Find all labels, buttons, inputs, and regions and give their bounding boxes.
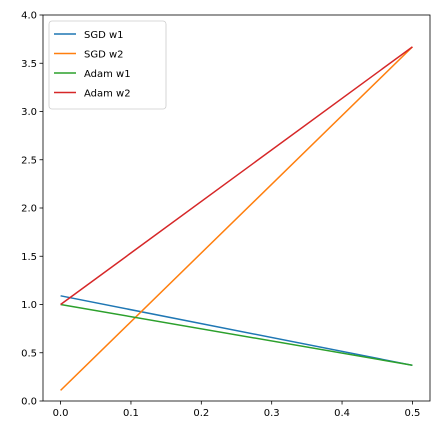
y-tick-label: 3.0 <box>21 107 37 118</box>
series-line-adam-w1 <box>60 303 413 367</box>
y-tick-label: 3.5 <box>21 59 37 70</box>
legend-box <box>48 20 167 110</box>
legend-label: Adam w2 <box>84 89 131 100</box>
series-lines <box>60 46 413 391</box>
series-line-sgd-w2 <box>60 46 413 391</box>
y-tick-label: 4.0 <box>21 11 37 22</box>
x-tick-label: 0.5 <box>404 408 420 419</box>
y-tick-label: 0.0 <box>21 397 37 408</box>
x-tick-label: 0.3 <box>264 408 280 419</box>
x-tick-label: 0.2 <box>193 408 209 419</box>
series-line-sgd-w1 <box>60 295 413 367</box>
x-tick-label: 0.0 <box>53 408 69 419</box>
y-tick-label: 1.5 <box>21 252 37 263</box>
y-tick-label: 1.0 <box>21 300 37 311</box>
legend-label: SGD w2 <box>84 50 124 61</box>
y-tick-label: 2.0 <box>21 204 37 215</box>
x-tick-label: 0.1 <box>123 408 139 419</box>
x-axis: 0.0 0.1 0.2 0.3 0.4 0.5 <box>53 401 420 419</box>
y-tick-label: 2.5 <box>21 155 37 166</box>
y-axis: 0.0 0.5 1.0 1.5 2.0 2.5 3.0 3.5 4.0 <box>21 11 43 408</box>
legend-label: Adam w1 <box>84 69 131 80</box>
legend: SGD w1 SGD w2 Adam w1 Adam w2 <box>48 20 167 110</box>
y-tick-label: 0.5 <box>21 348 37 359</box>
series-line-adam-w2 <box>60 46 413 306</box>
legend-label: SGD w1 <box>84 30 124 41</box>
x-tick-label: 0.4 <box>334 408 350 419</box>
